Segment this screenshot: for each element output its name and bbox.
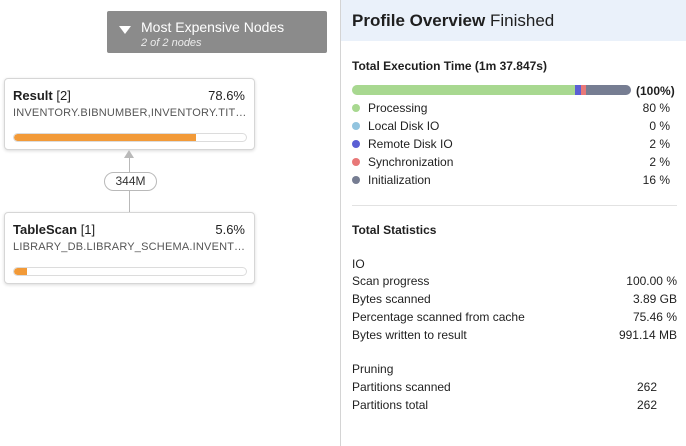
legend-value: 0 % (649, 119, 670, 133)
legend-local-disk-io: Local Disk IO 0 % (352, 119, 670, 137)
segment-initialization (586, 85, 631, 95)
node-cost-fill (14, 268, 27, 275)
result-node[interactable]: Result [2] 78.6% INVENTORY.BIBNUMBER,INV… (4, 78, 255, 150)
total-statistics-label: Total Statistics (352, 223, 437, 237)
operator-graph-panel: Most Expensive Nodes 2 of 2 nodes Result… (0, 0, 340, 446)
stat-label: Bytes scanned (352, 292, 431, 306)
execution-total-percent: (100%) (636, 84, 675, 98)
node-cost-bar (13, 267, 247, 276)
execution-breakdown-bar (352, 85, 631, 95)
legend-value: 16 % (642, 173, 670, 187)
legend-label: Remote Disk IO (368, 137, 453, 151)
node-title: TableScan [1] (13, 222, 96, 237)
local-disk-io-dot-icon (352, 122, 360, 130)
legend-label: Synchronization (368, 155, 454, 169)
stat-label: Partitions total (352, 398, 429, 412)
initialization-dot-icon (352, 176, 360, 184)
stat-bytes-scanned: Bytes scanned 3.89 GB (352, 292, 677, 310)
segment-synchronization (580, 85, 587, 95)
segment-processing (352, 85, 576, 95)
tablescan-node[interactable]: TableScan [1] 5.6% LIBRARY_DB.LIBRARY_SC… (4, 212, 255, 284)
node-cost-bar (13, 133, 247, 142)
stat-value: 100.00 % (626, 274, 677, 288)
profile-overview-title: Profile Overview Finished (352, 11, 555, 30)
most-expensive-nodes-title: Most Expensive Nodes (141, 19, 285, 35)
stat-value: 3.89 GB (632, 292, 677, 306)
section-divider (352, 205, 677, 206)
legend-value: 2 % (649, 137, 670, 151)
edge-row-count: 344M (104, 172, 157, 191)
legend-value: 2 % (649, 155, 670, 169)
stat-label: Partitions scanned (352, 380, 451, 394)
caret-down-icon (119, 26, 131, 34)
remote-disk-io-dot-icon (352, 140, 360, 148)
node-percent: 5.6% (215, 222, 245, 237)
legend-synchronization: Synchronization 2 % (352, 155, 670, 173)
arrow-up-icon (124, 150, 134, 158)
node-cost-fill (14, 134, 197, 141)
query-status: Finished (489, 11, 555, 30)
legend-processing: Processing 80 % (352, 101, 670, 119)
stat-scan-progress: Scan progress 100.00 % (352, 274, 677, 292)
legend-label: Local Disk IO (368, 119, 440, 133)
stat-label: Percentage scanned from cache (352, 310, 525, 324)
panel-divider (340, 0, 341, 446)
segment-remote-disk-io (575, 85, 581, 95)
node-detail: LIBRARY_DB.LIBRARY_SCHEMA.INVENTORY (13, 241, 247, 253)
profile-overview-header: Profile Overview Finished (341, 0, 686, 41)
stat-value: 75.46 % (632, 310, 677, 324)
profile-overview-panel: Profile Overview Finished Total Executio… (341, 0, 686, 446)
stat-label: Bytes written to result (352, 328, 467, 342)
stat-partitions-total: Partitions total 262 (352, 398, 677, 416)
total-execution-time-label: Total Execution Time (1m 37.847s) (352, 59, 547, 73)
node-percent: 78.6% (208, 88, 245, 103)
node-detail: INVENTORY.BIBNUMBER,INVENTORY.TITL... (13, 107, 247, 119)
legend-initialization: Initialization 16 % (352, 173, 670, 191)
pruning-group-title: Pruning (352, 362, 394, 376)
most-expensive-nodes-count: 2 of 2 nodes (141, 37, 202, 49)
node-title: Result [2] (13, 88, 71, 103)
stat-value: 991.14 MB (618, 328, 677, 342)
legend-label: Processing (368, 101, 428, 115)
processing-dot-icon (352, 104, 360, 112)
legend-value: 80 % (642, 101, 670, 115)
legend-remote-disk-io: Remote Disk IO 2 % (352, 137, 670, 155)
io-group-title: IO (352, 257, 365, 271)
legend-label: Initialization (368, 173, 431, 187)
stat-partitions-scanned: Partitions scanned 262 (352, 380, 677, 398)
synchronization-dot-icon (352, 158, 360, 166)
most-expensive-nodes-toggle[interactable]: Most Expensive Nodes 2 of 2 nodes (107, 11, 327, 53)
stat-bytes-written-to-result: Bytes written to result 991.14 MB (352, 328, 677, 346)
stat-value: 262 (636, 398, 657, 412)
stat-percentage-scanned-from-cache: Percentage scanned from cache 75.46 % (352, 310, 677, 328)
stat-value: 262 (636, 380, 657, 394)
stat-label: Scan progress (352, 274, 430, 288)
